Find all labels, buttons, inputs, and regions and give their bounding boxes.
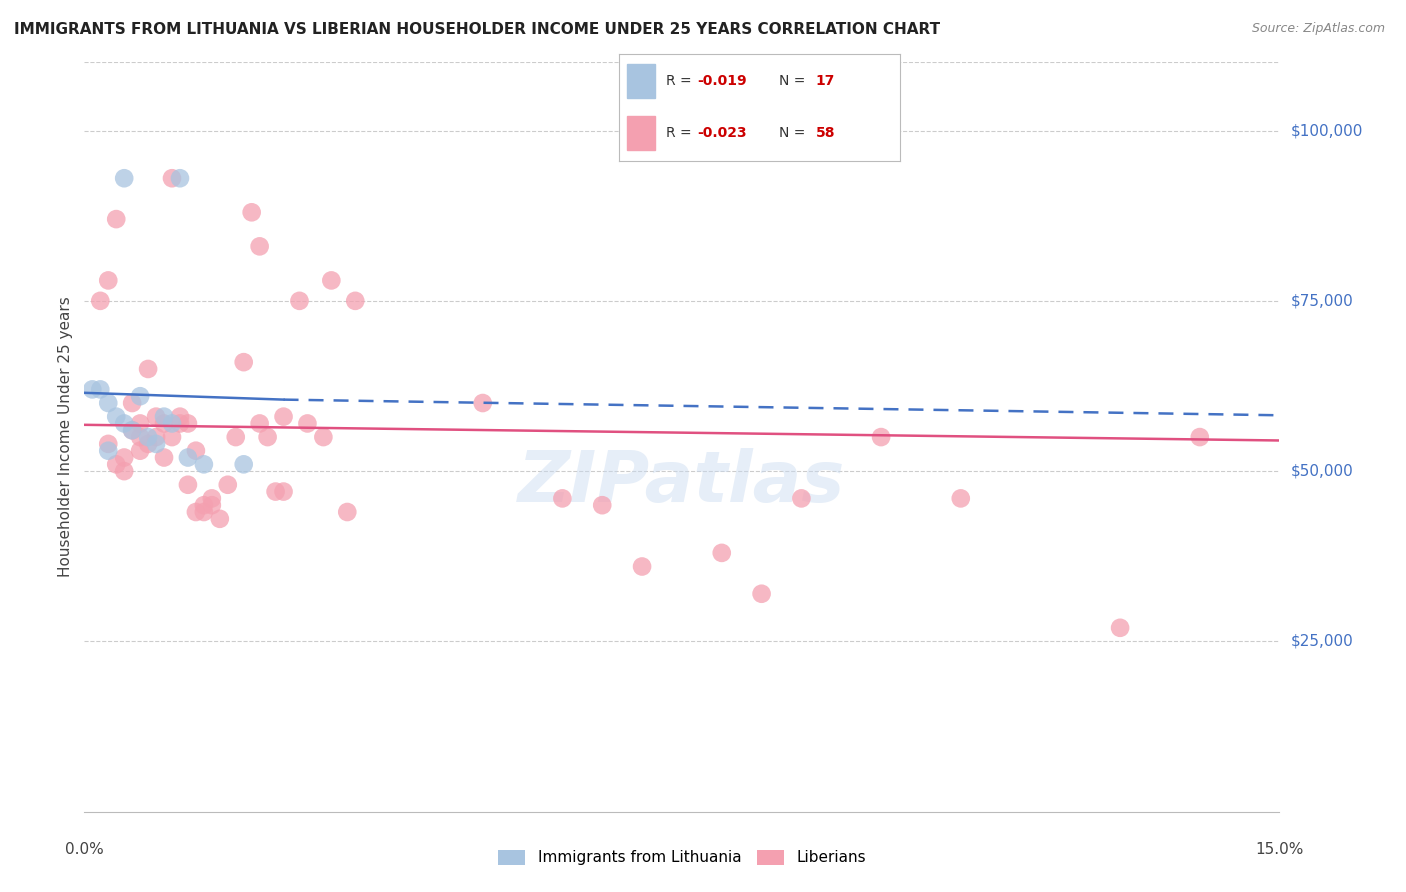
Point (273, 409, 295, 424)
Point (160, 171, 183, 186)
Point (105, 212, 128, 227)
Point (160, 430, 183, 444)
Point (177, 450, 200, 465)
Point (273, 484, 295, 499)
Point (790, 491, 813, 506)
Point (225, 430, 247, 444)
Point (193, 498, 215, 512)
Point (177, 477, 200, 491)
Text: $75,000: $75,000 (1291, 293, 1354, 309)
Point (256, 430, 278, 444)
Text: $100,000: $100,000 (1291, 123, 1362, 138)
Point (153, 450, 176, 465)
Bar (627, 64, 655, 98)
Text: R =: R = (666, 74, 696, 88)
Text: -0.023: -0.023 (697, 126, 747, 140)
Point (312, 430, 335, 444)
Point (89, 293, 111, 308)
Y-axis label: Householder Income Under 25 years: Householder Income Under 25 years (58, 297, 73, 577)
Point (145, 409, 167, 424)
Point (949, 491, 972, 506)
Point (145, 437, 167, 451)
Point (82, 383, 104, 397)
Point (193, 505, 215, 519)
Point (751, 587, 773, 601)
Point (1109, 621, 1132, 635)
Point (145, 430, 167, 444)
Point (105, 409, 128, 424)
Point (321, 273, 343, 287)
Text: $25,000: $25,000 (1291, 634, 1354, 648)
Point (591, 498, 613, 512)
Text: IMMIGRANTS FROM LITHUANIA VS LIBERIAN HOUSEHOLDER INCOME UNDER 25 YEARS CORRELAT: IMMIGRANTS FROM LITHUANIA VS LIBERIAN HO… (14, 22, 941, 37)
Point (471, 396, 494, 410)
Point (112, 171, 135, 186)
Point (297, 417, 319, 431)
Point (97, 443, 120, 458)
Point (264, 484, 287, 499)
Point (97, 396, 120, 410)
Point (97, 437, 120, 451)
Point (217, 477, 239, 491)
Point (232, 355, 254, 369)
Text: 15.0%: 15.0% (1256, 842, 1303, 857)
Point (136, 437, 159, 451)
Point (129, 430, 152, 444)
Point (160, 417, 183, 431)
Point (193, 458, 215, 472)
Text: 17: 17 (815, 74, 835, 88)
Point (631, 559, 654, 574)
Point (288, 293, 311, 308)
Point (1188, 430, 1211, 444)
Text: R =: R = (666, 126, 696, 140)
Point (89, 383, 111, 397)
Point (129, 389, 152, 403)
Text: 58: 58 (815, 126, 835, 140)
Point (249, 239, 271, 253)
Text: Source: ZipAtlas.com: Source: ZipAtlas.com (1251, 22, 1385, 36)
Point (136, 430, 159, 444)
Text: N =: N = (779, 74, 810, 88)
Point (121, 396, 143, 410)
Point (208, 512, 231, 526)
Point (551, 491, 574, 506)
Point (249, 417, 271, 431)
Point (232, 458, 254, 472)
Point (121, 423, 143, 437)
Text: $50,000: $50,000 (1291, 464, 1354, 479)
Point (153, 417, 176, 431)
Point (870, 430, 893, 444)
Point (240, 205, 263, 219)
Point (136, 362, 159, 376)
Point (336, 505, 359, 519)
Point (184, 505, 207, 519)
Point (129, 417, 152, 431)
Point (105, 458, 128, 472)
Bar (627, 116, 655, 150)
Point (169, 417, 191, 431)
Text: 0.0%: 0.0% (65, 842, 104, 857)
Text: ZIPatlas: ZIPatlas (519, 448, 845, 516)
Point (201, 491, 224, 506)
Point (184, 443, 207, 458)
Point (97, 273, 120, 287)
Point (169, 409, 191, 424)
Point (112, 450, 135, 465)
Point (201, 498, 224, 512)
Point (121, 423, 143, 437)
Point (112, 417, 135, 431)
Point (112, 464, 135, 478)
Text: -0.019: -0.019 (697, 74, 747, 88)
Legend: Immigrants from Lithuania, Liberians: Immigrants from Lithuania, Liberians (492, 844, 872, 871)
Point (344, 293, 367, 308)
Point (169, 171, 191, 186)
Point (710, 546, 733, 560)
Text: N =: N = (779, 126, 810, 140)
Point (153, 409, 176, 424)
Point (177, 417, 200, 431)
Point (129, 443, 152, 458)
